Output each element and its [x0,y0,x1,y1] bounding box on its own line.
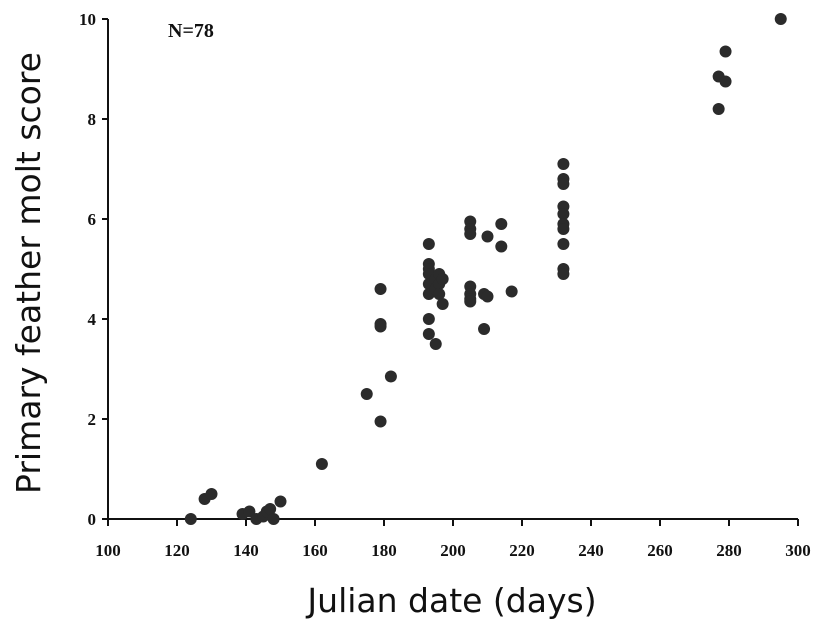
x-tick-label: 120 [164,541,190,560]
x-tick-label: 280 [716,541,742,560]
data-point [275,496,287,508]
x-axis-title: Julian date (days) [305,581,596,620]
y-axis-ticks: 0 2 4 6 8 10 [79,10,108,529]
data-point [423,238,435,250]
data-point [557,238,569,250]
data-point [713,103,725,115]
data-point [482,291,494,303]
data-point [464,296,476,308]
data-point [478,323,490,335]
data-points [185,13,787,525]
x-axis-ticks: 100 120 140 160 180 200 220 240 260 280 300 [95,519,811,560]
y-tick-label: 0 [88,510,97,529]
data-point [557,178,569,190]
data-point [375,321,387,333]
data-point [557,158,569,170]
y-tick-label: 2 [88,410,97,429]
y-tick-label: 10 [79,10,96,29]
data-point [495,218,507,230]
y-tick-label: 4 [88,310,97,329]
y-axis-title: Primary feather molt score [9,52,48,494]
data-point [557,268,569,280]
data-point [557,223,569,235]
data-point [375,416,387,428]
data-point [437,273,449,285]
x-tick-label: 220 [509,541,535,560]
y-tick-label: 8 [88,110,97,129]
x-tick-label: 240 [578,541,604,560]
y-tick-label: 6 [88,210,97,229]
data-point [430,338,442,350]
data-point [464,228,476,240]
data-point [375,283,387,295]
x-tick-label: 140 [233,541,259,560]
x-tick-label: 180 [371,541,397,560]
data-point [316,458,328,470]
sample-size-annotation: N=78 [168,20,214,42]
data-point [185,513,197,525]
data-point [495,241,507,253]
data-point [506,286,518,298]
data-point [361,388,373,400]
data-point [437,298,449,310]
data-point [423,328,435,340]
x-tick-label: 200 [440,541,466,560]
data-point [720,46,732,58]
data-point [206,488,218,500]
data-point [423,313,435,325]
data-point [720,76,732,88]
data-point [482,231,494,243]
x-tick-label: 100 [95,541,121,560]
data-point [385,371,397,383]
data-point [775,13,787,25]
x-tick-label: 260 [647,541,673,560]
x-tick-label: 300 [785,541,811,560]
data-point [268,513,280,525]
x-tick-label: 160 [302,541,328,560]
